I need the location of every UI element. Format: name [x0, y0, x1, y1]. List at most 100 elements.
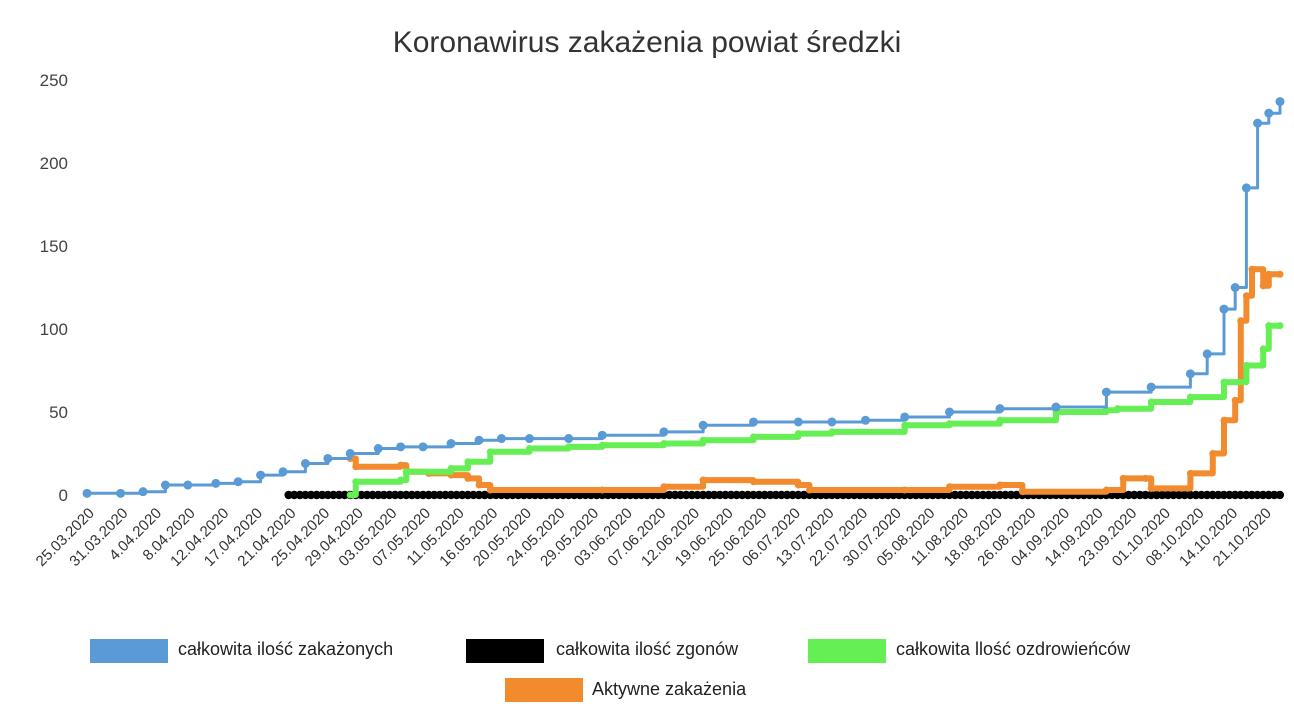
data-point [256, 470, 266, 480]
data-point [211, 478, 221, 488]
data-point [1276, 322, 1284, 330]
data-point [699, 436, 707, 444]
data-point [1230, 283, 1240, 292]
data-point [659, 427, 669, 437]
data-point [1101, 387, 1111, 397]
data-point [1242, 362, 1250, 370]
data-point [1142, 474, 1150, 482]
data-point [464, 474, 472, 482]
y-tick-label: 250 [40, 71, 68, 90]
data-point [486, 448, 494, 456]
data-point [597, 430, 607, 440]
data-point [901, 421, 909, 429]
legend-swatch [90, 639, 168, 663]
data-point [1146, 382, 1156, 392]
y-tick-label: 150 [40, 237, 68, 256]
data-point [160, 480, 170, 490]
data-point [1241, 183, 1251, 193]
series-0 [82, 97, 1285, 498]
data-point [346, 491, 354, 499]
data-point [183, 480, 193, 490]
data-point [1231, 396, 1239, 404]
data-point [793, 417, 803, 427]
data-point [116, 488, 126, 498]
data-point [1102, 406, 1110, 414]
data-point [323, 453, 333, 463]
data-point [138, 487, 148, 497]
legend-label: całkowita ilość zakażonych [178, 639, 393, 659]
data-point [996, 481, 1004, 489]
data-point [352, 478, 360, 486]
data-point [1259, 282, 1267, 290]
data-point [794, 481, 802, 489]
legend-swatch [808, 639, 886, 663]
plot-area [82, 97, 1285, 500]
series-line [85, 100, 1282, 495]
chart-title: Koronawirus zakażenia powiat średzki [393, 26, 902, 59]
data-point [446, 439, 456, 449]
data-point [1114, 405, 1122, 413]
data-point [1186, 393, 1194, 401]
data-point [402, 468, 410, 476]
data-point [945, 407, 955, 417]
legend-swatch [466, 639, 544, 663]
legend-label: całkowita llość ozdrowieńców [896, 639, 1131, 659]
data-point [698, 420, 708, 430]
data-point [1018, 488, 1026, 496]
data-point [486, 486, 494, 494]
y-tick-label: 50 [49, 403, 68, 422]
data-point [373, 444, 383, 454]
data-point [564, 434, 574, 444]
data-point [750, 433, 758, 441]
data-point [946, 483, 954, 491]
data-point [828, 428, 836, 436]
data-point [1253, 118, 1263, 128]
data-point [1202, 349, 1212, 359]
data-point [1051, 402, 1061, 412]
data-point [995, 404, 1005, 414]
data-point [474, 435, 484, 445]
data-point [598, 441, 606, 449]
data-point [396, 442, 406, 452]
data-point [1147, 398, 1155, 406]
data-point [660, 440, 668, 448]
y-tick-label: 200 [40, 154, 68, 173]
data-point [1185, 369, 1195, 379]
data-point [1275, 490, 1285, 500]
data-point [345, 449, 355, 458]
data-point [352, 463, 360, 471]
data-point [475, 481, 483, 489]
data-point [1276, 270, 1284, 278]
data-point [1259, 345, 1267, 353]
data-point [996, 416, 1004, 424]
data-point [1237, 317, 1245, 325]
data-point [524, 434, 534, 444]
data-point [861, 415, 871, 425]
legend-label: całkowita ilość zgonów [556, 639, 739, 659]
data-point [946, 420, 954, 428]
data-point [750, 478, 758, 486]
data-point [233, 477, 243, 487]
data-point [397, 461, 405, 469]
data-point [1265, 322, 1273, 330]
data-point [1219, 304, 1229, 314]
data-point [1275, 97, 1285, 107]
data-point [1147, 484, 1155, 492]
data-point [1264, 108, 1274, 118]
legend-swatch [505, 678, 583, 702]
y-tick-label: 0 [59, 486, 68, 505]
data-point [418, 442, 428, 452]
data-point [1248, 265, 1256, 273]
data-point [1119, 474, 1127, 482]
data-point [794, 430, 802, 438]
legend-label: Aktywne zakażenia [592, 679, 747, 699]
data-point [300, 458, 310, 468]
data-point [1220, 416, 1228, 424]
y-tick-label: 100 [40, 320, 68, 339]
data-point [806, 486, 814, 494]
data-point [278, 467, 288, 477]
data-point [464, 458, 472, 466]
data-point [660, 483, 668, 491]
data-point [1242, 292, 1250, 300]
